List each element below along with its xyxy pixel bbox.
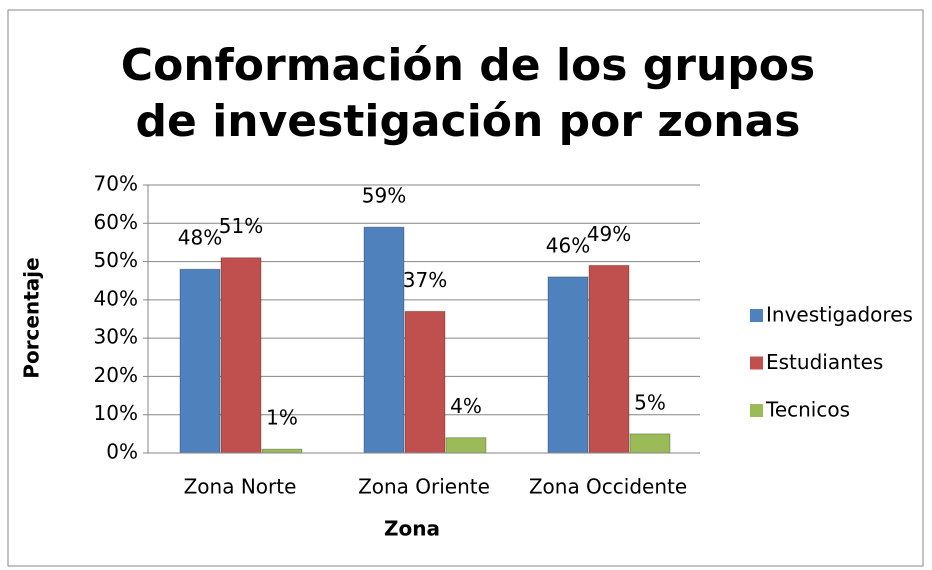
value-label: 46% <box>546 233 590 257</box>
legend-label: Tecnicos <box>765 398 850 422</box>
legend-swatch <box>750 309 763 322</box>
x-axis-title: Zona <box>384 517 440 541</box>
bar <box>588 264 630 454</box>
value-label: 49% <box>587 222 631 246</box>
y-tick-label: 30% <box>94 325 138 349</box>
bar <box>547 276 589 454</box>
value-label: 1% <box>266 406 298 430</box>
value-label: 48% <box>178 226 222 250</box>
legend-label: Estudiantes <box>766 350 883 374</box>
bar <box>629 433 671 454</box>
value-label: 5% <box>634 390 666 414</box>
y-tick-label: 70% <box>94 172 138 196</box>
y-axis-title: Porcentaje <box>20 257 44 378</box>
bar <box>179 268 221 454</box>
x-tick-label: Zona Occidente <box>529 475 687 499</box>
legend-swatch <box>750 356 763 370</box>
y-tick-label: 10% <box>94 401 138 425</box>
bar <box>404 310 446 454</box>
bar <box>261 448 303 454</box>
x-tick-label: Zona Oriente <box>358 475 490 499</box>
y-tick-label: 60% <box>94 210 138 234</box>
x-tick-label: Zona Norte <box>184 475 297 499</box>
bar <box>445 437 487 454</box>
chart-border <box>7 9 924 567</box>
value-label: 37% <box>403 268 447 292</box>
y-tick-label: 50% <box>94 248 138 272</box>
legend-swatch <box>750 404 763 417</box>
y-tick-label: 40% <box>94 286 138 310</box>
value-label: 59% <box>362 184 406 208</box>
value-label: 51% <box>219 214 263 238</box>
legend-label: Investigadores <box>766 303 913 327</box>
y-tick-label: 20% <box>94 363 138 387</box>
bar <box>363 226 405 454</box>
value-label: 4% <box>450 394 482 418</box>
chart-title: Conformación de los grupos de investigac… <box>120 40 816 147</box>
bar <box>220 257 262 454</box>
y-tick-label: 0% <box>106 440 138 464</box>
